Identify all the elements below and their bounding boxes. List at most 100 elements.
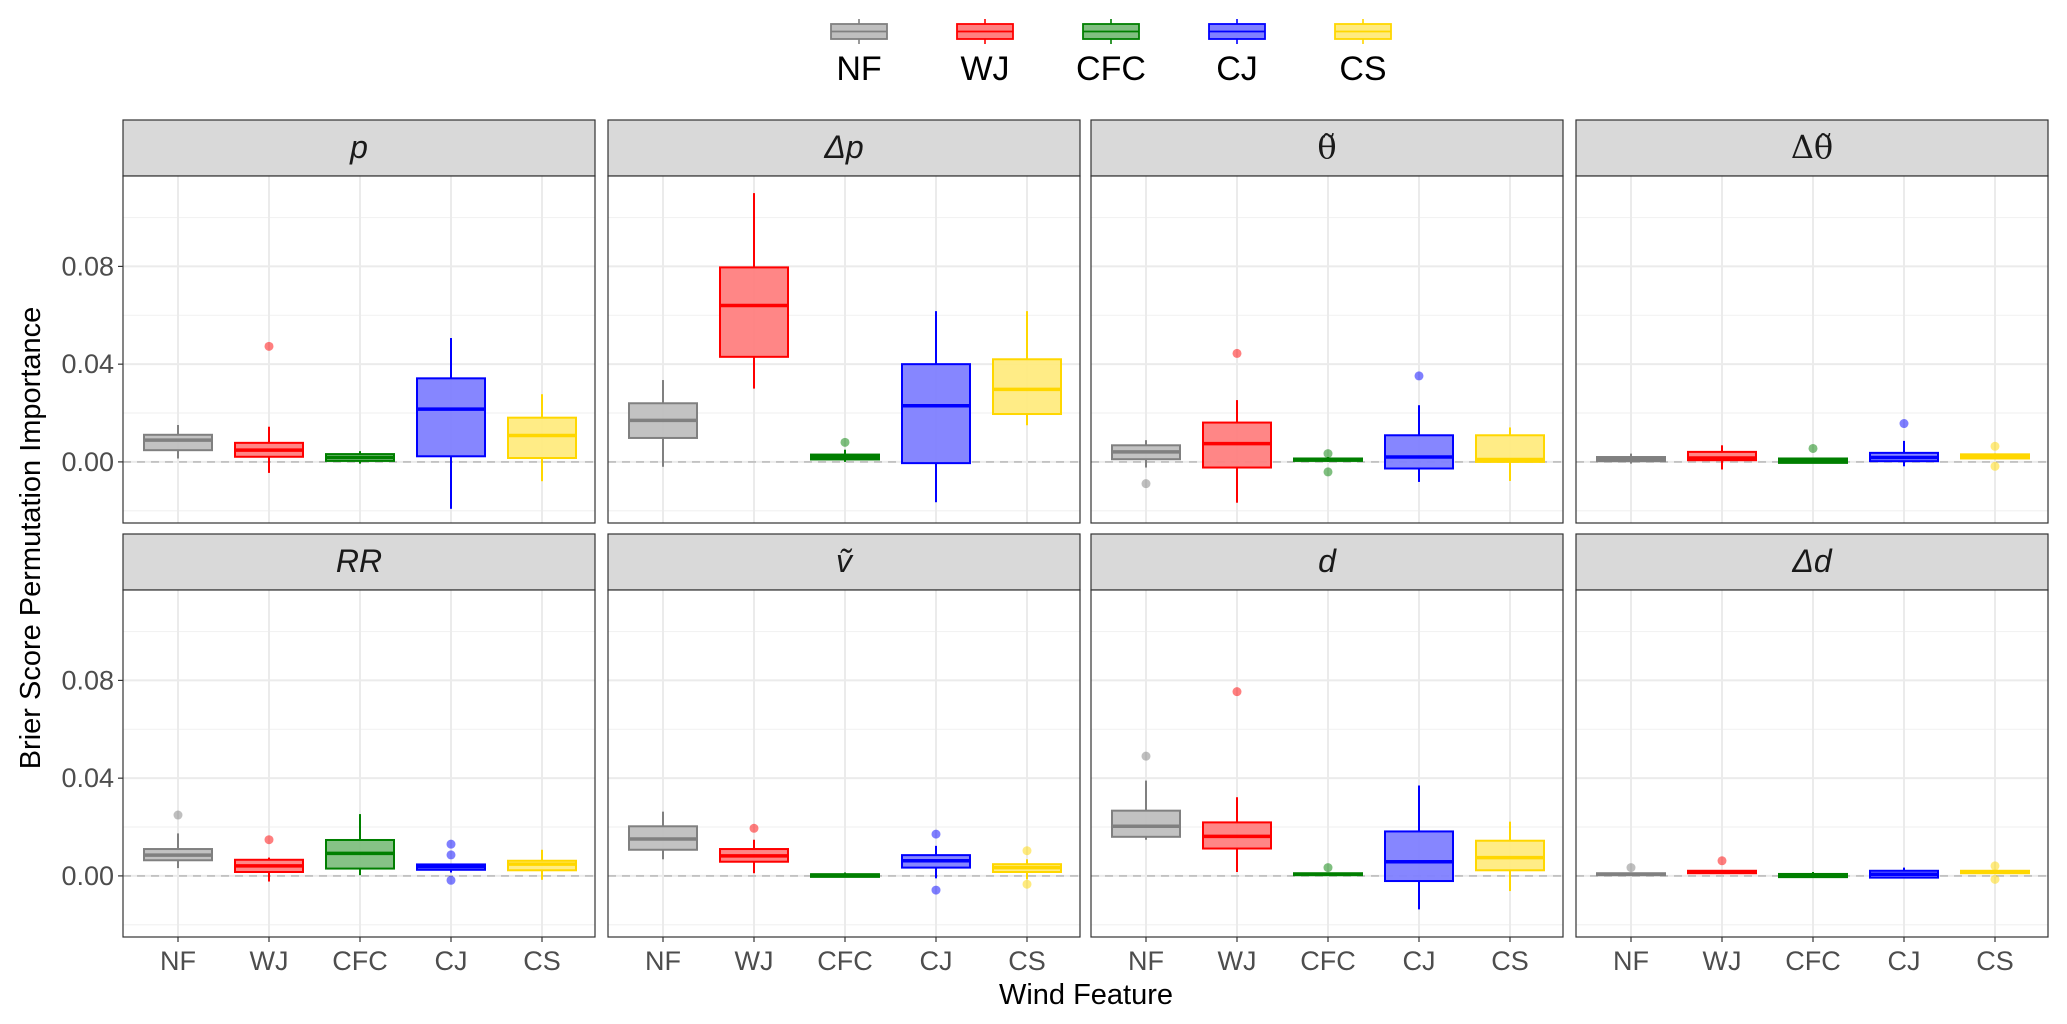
facet-strip-label: Δd: [1791, 543, 1832, 579]
outlier-point: [1323, 449, 1333, 459]
outlier-point: [1022, 846, 1032, 856]
legend-label: CJ: [1216, 50, 1258, 88]
outlier-point: [840, 437, 850, 447]
box-cfc: [1778, 871, 1848, 879]
outlier-point: [264, 341, 274, 351]
x-tick-label: CFC: [1785, 946, 1841, 976]
outlier-point: [1808, 443, 1818, 453]
box-cj: [1869, 419, 1939, 467]
box-cs: [992, 846, 1062, 889]
x-tick-label: CS: [1976, 946, 2014, 976]
x-tick-label: NF: [1128, 946, 1164, 976]
facet-strip-label: d: [1318, 543, 1337, 579]
box-iqr: [901, 363, 971, 465]
box-nf: [143, 810, 213, 869]
panel-2: Δp: [607, 119, 1081, 524]
facet-strip-label: Δp: [823, 129, 863, 165]
legend-label: CFC: [1076, 50, 1146, 88]
box-cfc: [810, 872, 880, 878]
panel-border: [122, 589, 596, 938]
box-iqr: [1384, 830, 1454, 883]
box-nf: [1111, 440, 1181, 489]
box-nf: [628, 811, 698, 860]
x-tick-label: WJ: [1218, 946, 1257, 976]
legend-label: WJ: [960, 50, 1009, 88]
box-iqr: [143, 433, 213, 452]
panel-3: θ̃: [1090, 119, 1564, 524]
facet-strip-label: θ̃: [1317, 128, 1336, 166]
x-tick-label: CJ: [1888, 946, 1921, 976]
outlier-point: [1323, 467, 1333, 477]
box-iqr: [992, 358, 1062, 416]
box-cj: [1384, 785, 1454, 910]
y-tick-label: 0.04: [61, 763, 114, 793]
box-cj: [901, 829, 971, 895]
panel-border: [1575, 589, 2049, 938]
outlier-point: [446, 839, 456, 849]
outlier-point: [1899, 419, 1909, 429]
x-tick-label: CFC: [817, 946, 873, 976]
box-iqr: [1111, 809, 1181, 838]
box-wj: [1687, 445, 1757, 470]
outlier-point: [1990, 461, 2000, 471]
outlier-point: [1990, 874, 2000, 884]
outlier-point: [446, 850, 456, 860]
box-cfc: [810, 437, 880, 462]
box-iqr: [1384, 434, 1454, 470]
box-cj: [1384, 371, 1454, 482]
box-wj: [1202, 687, 1272, 872]
x-tick-label: NF: [1613, 946, 1649, 976]
legend: NF WJ CFC CJ CS: [830, 19, 1392, 88]
legend-item-nf: NF: [830, 19, 888, 88]
panel-5: RR: [122, 533, 596, 938]
panel-6: ṽ: [607, 533, 1081, 938]
box-wj: [234, 341, 304, 473]
outlier-point: [931, 829, 941, 839]
panel-border: [1575, 175, 2049, 524]
box-cj: [416, 338, 486, 509]
y-tick-label: 0.04: [61, 349, 114, 379]
outlier-point: [1232, 348, 1242, 358]
facet-strip: [607, 119, 1081, 177]
x-tick-label: WJ: [735, 946, 774, 976]
box-cs: [507, 394, 577, 482]
facet-strip-label: p: [349, 129, 368, 165]
x-tick-label: WJ: [1703, 946, 1742, 976]
box-iqr: [1687, 450, 1757, 462]
outlier-point: [173, 810, 183, 820]
y-tick-label: 0.08: [61, 251, 114, 281]
panel-border: [122, 175, 596, 524]
facet-strip: [122, 119, 596, 177]
box-wj: [1202, 348, 1272, 503]
legend-item-cfc: CFC: [1076, 19, 1146, 88]
x-axis: NF WJ CFC CJ CS NF WJ CFC CJ CS NF WJ CFC CJ CS NF WJ CFC…: [160, 937, 2014, 976]
facet-strip: [1090, 119, 1564, 177]
outlier-point: [749, 823, 759, 833]
outlier-point: [446, 875, 456, 885]
outlier-point: [264, 835, 274, 845]
box-cj: [1869, 867, 1939, 879]
box-nf: [628, 380, 698, 467]
outlier-point: [1022, 879, 1032, 889]
outlier-point: [1323, 863, 1333, 873]
outlier-point: [1990, 861, 2000, 871]
box-wj: [1687, 856, 1757, 875]
facet-strip-label: Δθ̃: [1791, 128, 1833, 166]
outlier-point: [931, 885, 941, 895]
panel-border: [607, 175, 1081, 524]
box-cs: [507, 849, 577, 880]
box-iqr: [1475, 434, 1545, 463]
y-tick-label: 0.00: [61, 861, 114, 891]
outlier-point: [1141, 751, 1151, 761]
facet-strip-label: ṽ: [836, 543, 854, 579]
x-tick-label: CJ: [435, 946, 468, 976]
panel-7: d: [1090, 533, 1564, 938]
box-iqr: [719, 266, 789, 358]
x-tick-label: CFC: [332, 946, 388, 976]
panel-border: [1090, 589, 1564, 938]
outlier-point: [1990, 441, 2000, 451]
x-tick-label: CS: [1491, 946, 1529, 976]
outlier-point: [1717, 856, 1727, 866]
box-cs: [1475, 427, 1545, 481]
